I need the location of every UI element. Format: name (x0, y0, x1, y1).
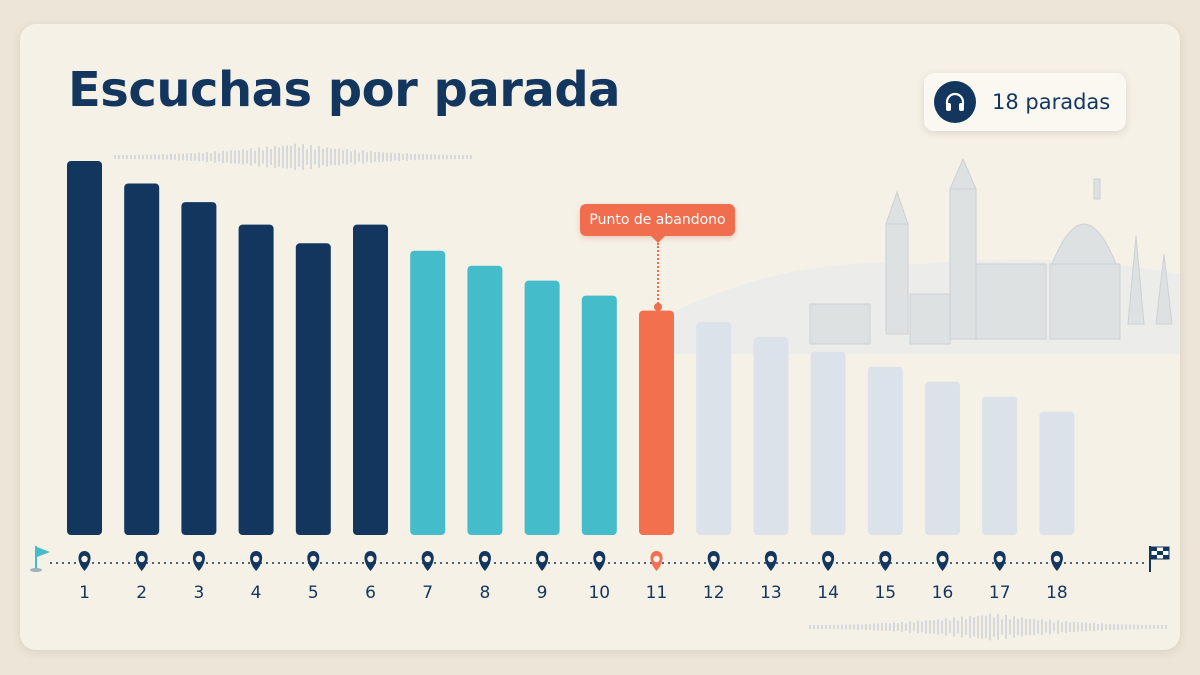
tick-label-stop-9: 9 (537, 583, 548, 603)
tick-label-stop-13: 13 (760, 583, 782, 603)
bar-stop-16 (925, 381, 960, 535)
bar-stop-2 (124, 183, 160, 535)
map-pin-icon (364, 551, 377, 571)
tick-label-stop-17: 17 (989, 583, 1011, 603)
tick-label-stop-14: 14 (817, 583, 839, 603)
map-pin-icon (822, 551, 835, 571)
bar-stop-9 (524, 280, 560, 535)
decorative-waves (114, 143, 1167, 641)
tick-label-stop-18: 18 (1046, 583, 1068, 603)
city-skyline-illustration (650, 157, 1180, 354)
bar-stop-10 (581, 295, 617, 535)
bar-chart: 1 2 3 4 5 6 7 8 9 10 11 12 13 14 15 16 17 18 (30, 161, 1170, 603)
dropoff-callout-line (657, 243, 659, 307)
bar-stop-1 (67, 161, 102, 535)
tick-label-stop-7: 7 (422, 583, 433, 603)
chart-card: Escuchas por parada 18 paradas (20, 24, 1180, 650)
bar-stop-15 (867, 366, 903, 535)
bar-stop-14 (810, 351, 846, 535)
tick-label-stop-2: 2 (136, 583, 147, 603)
map-pin-icon (78, 551, 91, 571)
finish-flag-icon (1149, 546, 1170, 572)
map-pin-icon (1050, 551, 1063, 571)
tick-label-stop-15: 15 (874, 583, 896, 603)
headphones-icon (934, 81, 976, 123)
map-pin-icon (936, 551, 949, 571)
bar-stop-7 (410, 250, 446, 535)
bar-stop-3 (181, 202, 217, 535)
bar-stop-13 (753, 336, 789, 535)
map-pin-icon (135, 551, 148, 571)
dropoff-callout-dot (654, 303, 662, 311)
chart-title: Escuchas por parada (68, 62, 621, 118)
bar-stop-17 (982, 396, 1018, 535)
map-pin-icon (593, 551, 606, 571)
map-pin-icon (192, 551, 205, 571)
tick-label-stop-6: 6 (365, 583, 376, 603)
bar-stop-6 (353, 224, 388, 535)
bar-stop-18 (1039, 411, 1075, 535)
map-pin-icon (250, 551, 263, 571)
map-pin-icon (478, 551, 491, 571)
map-pin-icon (879, 551, 892, 571)
map-pin-icon (307, 551, 320, 571)
map-pin-icon (764, 551, 777, 571)
tick-label-stop-5: 5 (308, 583, 319, 603)
map-pin-icon (650, 551, 663, 571)
start-flag-icon (30, 546, 50, 572)
stops-count-text: 18 paradas (992, 90, 1111, 114)
map-pin-icon (536, 551, 549, 571)
stops-count-badge: 18 paradas (924, 73, 1126, 131)
dropoff-callout: Punto de abandono (580, 204, 735, 243)
bar-stop-11 (639, 310, 674, 535)
map-pin-icon (707, 551, 720, 571)
map-pin-icon (993, 551, 1006, 571)
bar-stop-12 (696, 321, 732, 535)
bar-stop-4 (238, 224, 274, 535)
tick-label-stop-8: 8 (479, 583, 490, 603)
bar-stop-5 (295, 243, 331, 535)
tick-label-stop-10: 10 (588, 583, 610, 603)
map-pin-icon (421, 551, 434, 571)
tick-label-stop-4: 4 (251, 583, 262, 603)
bar-stop-8 (467, 265, 503, 535)
tick-label-stop-11: 11 (646, 583, 668, 603)
tick-label-stop-1: 1 (79, 583, 90, 603)
tick-label-stop-12: 12 (703, 583, 725, 603)
tick-label-stop-3: 3 (193, 583, 204, 603)
tick-label-stop-16: 16 (932, 583, 954, 603)
